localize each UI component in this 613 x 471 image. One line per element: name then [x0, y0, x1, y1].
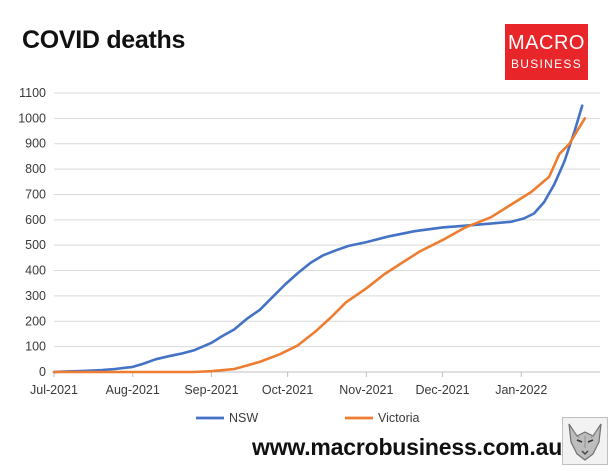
y-tick-label: 100 [25, 340, 46, 354]
series-line-victoria [52, 117, 587, 374]
logo-line-2: BUSINESS [510, 57, 583, 71]
legend-label-nsw: NSW [229, 411, 258, 425]
y-tick-label: 400 [25, 264, 46, 278]
x-tick-label: Oct-2021 [262, 383, 313, 397]
y-tick-label: 200 [25, 314, 46, 328]
series-line-nsw [52, 104, 584, 374]
x-tick-label: Aug-2021 [106, 383, 160, 397]
footer-url[interactable]: www.macrobusiness.com.au [252, 434, 563, 460]
y-tick-label: 800 [25, 162, 46, 176]
y-tick-label: 600 [25, 213, 46, 227]
series-lines [52, 104, 587, 374]
legend-label-victoria: Victoria [378, 411, 420, 425]
grid-lines [54, 92, 600, 373]
y-tick-label: 500 [25, 238, 46, 252]
x-tick-label: Jul-2021 [30, 383, 78, 397]
y-tick-label: 1000 [18, 111, 46, 125]
macrobusiness-logo[interactable]: MACRO BUSINESS [505, 24, 588, 80]
y-tick-label: 300 [25, 289, 46, 303]
page-title: COVID deaths [22, 26, 186, 54]
wolf-logo-icon [562, 417, 608, 465]
logo-line-1: MACRO [508, 32, 585, 54]
y-axis: 0 100 200 300 400 500 600 700 800 900 1000 1100 [18, 86, 46, 379]
x-tick-label: Jan-2022 [495, 383, 547, 397]
y-tick-label: 0 [39, 365, 46, 379]
x-tick-label: Sep-2021 [184, 383, 238, 397]
y-tick-label: 900 [25, 137, 46, 151]
legend: NSW Victoria [196, 411, 420, 425]
covid-deaths-chart: 0 100 200 300 400 500 600 700 800 900 1000 1100 Jul… [18, 86, 600, 425]
x-tick-label: Nov-2021 [339, 383, 393, 397]
y-tick-label: 1100 [19, 86, 46, 100]
x-axis: Jul-2021 Aug-2021 Sep-2021 Oct-2021 Nov-2021… [30, 372, 547, 397]
x-tick-label: Dec-2021 [415, 383, 469, 397]
y-tick-label: 700 [25, 187, 46, 201]
